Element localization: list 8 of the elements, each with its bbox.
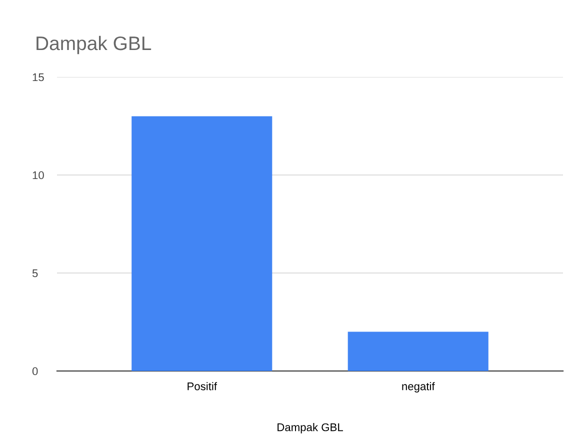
y-tick-label: 0	[32, 367, 38, 376]
x-axis-title: Dampak GBL	[278, 423, 343, 434]
y-tick-label: 5	[32, 269, 38, 278]
x-tick-label: negatif	[402, 382, 435, 392]
y-tick-label: 10	[32, 171, 44, 180]
x-tick-label: Positif	[188, 382, 218, 390]
chart-title: Dampak GBL	[36, 36, 152, 54]
y-tick-label: 15	[32, 73, 44, 82]
